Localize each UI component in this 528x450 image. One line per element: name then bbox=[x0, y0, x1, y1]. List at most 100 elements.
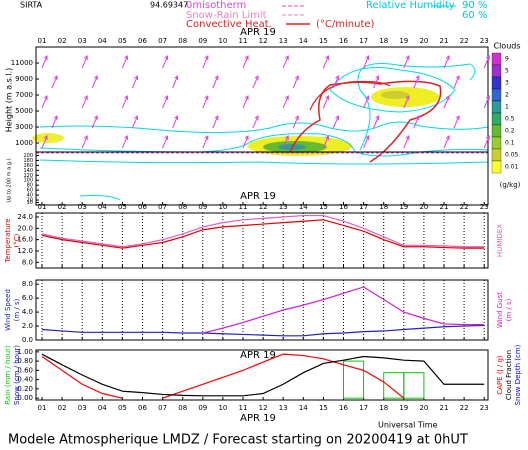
wind-arrowhead bbox=[53, 115, 58, 120]
x-tick-label: 23 bbox=[480, 37, 489, 45]
colorbar-label: 0.2 bbox=[505, 128, 515, 135]
panel-frame bbox=[35, 349, 489, 401]
wind-arrow bbox=[322, 135, 329, 149]
x-tick-label: 14 bbox=[299, 203, 308, 211]
coords: 94.69347 bbox=[150, 1, 188, 10]
rh-label: Relative Humidity bbox=[366, 0, 455, 11]
colorbar-swatch bbox=[491, 76, 502, 90]
x-tick-label: 10 bbox=[218, 37, 227, 45]
wind-arrowhead bbox=[455, 75, 460, 80]
wind-arrow bbox=[332, 115, 339, 129]
y-tick-label: 9000 bbox=[15, 75, 33, 83]
x-tick-label: 03 bbox=[78, 203, 87, 211]
y-tick-label: 160 bbox=[23, 163, 33, 169]
colorbar-swatch bbox=[491, 148, 502, 162]
y-tick-label: 100 bbox=[23, 178, 33, 184]
wind-arrow bbox=[413, 115, 420, 129]
x-tick-label: 01 bbox=[38, 203, 47, 211]
panel-frame bbox=[35, 46, 489, 206]
wind-arrow bbox=[483, 55, 490, 69]
wind-arrowhead bbox=[284, 95, 289, 100]
y-tick-label: 0.80 bbox=[17, 357, 33, 365]
wind-arrow bbox=[91, 75, 98, 89]
wind-arrow bbox=[162, 135, 169, 149]
wind-arrow bbox=[322, 55, 329, 69]
y-tick-label: 2.0 bbox=[22, 322, 33, 330]
rh-low: 60 % bbox=[462, 10, 487, 21]
wind-arrowhead bbox=[325, 95, 329, 100]
x-tick-label: 12 bbox=[259, 203, 268, 211]
x-tick-label: 01 bbox=[38, 404, 47, 412]
wind-arrow bbox=[443, 55, 450, 69]
wind-arrow bbox=[363, 55, 370, 69]
wind-arrow bbox=[363, 135, 370, 149]
y-tick-label: 0.60 bbox=[17, 366, 33, 374]
contour bbox=[329, 67, 456, 113]
x-tick-label: 23 bbox=[480, 203, 489, 211]
x-tick-label: 21 bbox=[440, 37, 449, 45]
x-tick-label: 15 bbox=[319, 37, 328, 45]
wind-arrow bbox=[121, 55, 128, 69]
rain-bar bbox=[343, 360, 365, 399]
series-line bbox=[41, 219, 485, 249]
rh-high: 90 % bbox=[462, 0, 487, 11]
x-tick-label: 06 bbox=[138, 203, 147, 211]
x-tick-label: 06 bbox=[138, 404, 147, 412]
colorbar-swatch bbox=[491, 112, 502, 126]
y-tick-label: 60 bbox=[27, 188, 33, 194]
wind-arrowhead bbox=[254, 115, 259, 120]
wind-arrowhead bbox=[164, 55, 169, 60]
wind-arrowhead bbox=[134, 75, 138, 80]
wind-arrowhead bbox=[294, 75, 299, 80]
side-label: (°C) bbox=[13, 233, 21, 247]
y-tick-label: 3000 bbox=[15, 123, 33, 131]
y-tick-label: 0.00 bbox=[17, 394, 33, 402]
colorbar-label: 0.5 bbox=[505, 116, 515, 123]
x-tick-label: 04 bbox=[98, 37, 107, 45]
wind-arrow bbox=[413, 75, 420, 89]
colorbar-title: Clouds bbox=[493, 42, 520, 51]
series-line bbox=[41, 353, 485, 397]
wind-arrowhead bbox=[375, 75, 380, 80]
y-tick-label: 12.0 bbox=[17, 247, 33, 255]
date-label: APR 19 bbox=[240, 350, 276, 361]
wind-arrow bbox=[41, 135, 48, 149]
snow-rain-label: Snow-Rain Limit bbox=[186, 10, 267, 21]
y-tick-label: 6.0 bbox=[22, 294, 33, 302]
y-tick-label: 11000 bbox=[11, 59, 33, 67]
wind-arrow bbox=[373, 75, 380, 89]
wind-arrowhead bbox=[83, 135, 88, 140]
wind-arrow bbox=[282, 95, 289, 109]
x-tick-label: 21 bbox=[440, 203, 449, 211]
y-tick-label: 8.0 bbox=[22, 280, 33, 288]
colorbar-label: 1 bbox=[505, 104, 509, 111]
colorbar-unit: (g/kg) bbox=[500, 181, 521, 189]
panel-frame bbox=[35, 279, 489, 341]
wind-arrowhead bbox=[214, 115, 219, 120]
colorbar-label: 0.05 bbox=[505, 152, 519, 159]
y-tick-label: 1000 bbox=[15, 139, 33, 147]
wind-arrowhead bbox=[284, 55, 289, 60]
cloud bbox=[381, 91, 409, 99]
convective-contour bbox=[289, 80, 442, 163]
x-tick-label: 17 bbox=[359, 404, 368, 412]
colorbar-swatch bbox=[491, 136, 502, 150]
side-label: CAPE (J / g) bbox=[496, 355, 504, 395]
convective-contour bbox=[309, 80, 391, 111]
wind-arrow bbox=[292, 75, 299, 89]
wind-arrowhead bbox=[335, 115, 339, 120]
footer: Modele Atmospherique LMDZ / Forecast sta… bbox=[8, 433, 468, 448]
wind-arrow bbox=[91, 115, 98, 129]
wind-arrowhead bbox=[405, 135, 410, 140]
date-label: APR 19 bbox=[240, 413, 276, 424]
wind-arrowhead bbox=[174, 115, 179, 120]
wind-arrowhead bbox=[405, 55, 410, 60]
x-tick-label: 20 bbox=[419, 404, 428, 412]
rain-bar bbox=[403, 372, 425, 399]
series-line bbox=[202, 286, 485, 334]
wind-arrowhead bbox=[415, 75, 420, 80]
x-tick-label: 05 bbox=[118, 404, 127, 412]
x-tick-label: 09 bbox=[198, 37, 207, 45]
x-tick-label: 13 bbox=[279, 37, 288, 45]
contour bbox=[39, 159, 489, 165]
